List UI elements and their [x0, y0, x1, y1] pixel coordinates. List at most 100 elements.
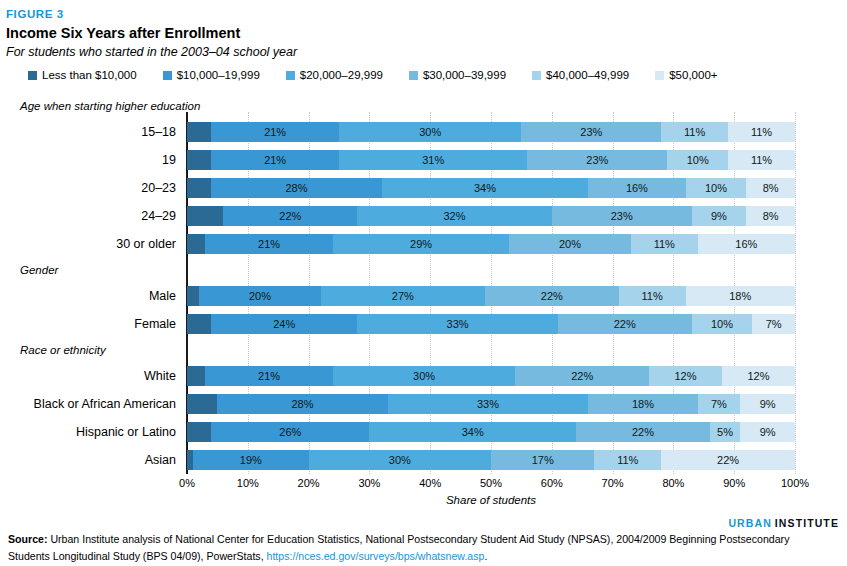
bar-segment: [187, 422, 211, 442]
bar-row: Asian 19%30%17%11%22%: [0, 446, 847, 474]
bar-segment: 22%: [576, 422, 710, 442]
bar-segment: 22%: [661, 450, 795, 470]
bar-segment: 16%: [588, 178, 685, 198]
bar-segment: 11%: [728, 122, 795, 142]
bar-segment: 34%: [369, 422, 576, 442]
legend-item: $50,000+: [655, 69, 717, 81]
bar-segment: 21%: [205, 234, 333, 254]
bar-row: 30 or older21%29%20%11%16%: [0, 230, 847, 258]
stacked-bar: 28%34%16%10%8%: [187, 178, 795, 198]
legend-swatch-icon: [163, 71, 172, 80]
logo-institute-text: INSTITUTE: [775, 517, 839, 529]
stacked-bar: 28%33%18%7%9%: [187, 394, 795, 414]
figure-number: FIGURE 3: [6, 8, 847, 20]
x-axis-tick-label: 70%: [602, 477, 624, 489]
legend-label: $20,000–29,999: [300, 69, 383, 81]
stacked-bar: 19%30%17%11%22%: [187, 450, 795, 470]
bar-segment: 34%: [382, 178, 589, 198]
legend-swatch-icon: [409, 71, 418, 80]
legend-swatch-icon: [532, 71, 541, 80]
x-axis-tick-label: 50%: [480, 477, 502, 489]
legend-item: $10,000–19,999: [163, 69, 260, 81]
x-axis-tick-label: 20%: [298, 477, 320, 489]
legend-swatch-icon: [655, 71, 664, 80]
bar-segment: [187, 234, 205, 254]
category-label: 20–23: [0, 181, 182, 195]
bar-segment: 23%: [527, 150, 667, 170]
bar-segment: 32%: [357, 206, 552, 226]
bar-segment: 23%: [521, 122, 661, 142]
bar-segment: 30%: [333, 366, 515, 386]
x-axis-tick-label: 80%: [662, 477, 684, 489]
x-axis-tick-label: 100%: [781, 477, 809, 489]
stacked-bar: 20%27%22%11%18%: [187, 286, 795, 306]
bar-segment: 10%: [692, 314, 753, 334]
bar-segment: 33%: [388, 394, 589, 414]
logo-urban-text: URBAN: [728, 517, 771, 529]
bar-segment: 28%: [217, 394, 387, 414]
bar-row: 15–1821%30%23%11%11%: [0, 118, 847, 146]
bar-segment: 7%: [698, 394, 741, 414]
source-link[interactable]: https://nces.ed.gov/surveys/bps/whatsnew…: [267, 550, 485, 562]
bar-segment: 26%: [211, 422, 369, 442]
category-label: White: [0, 369, 182, 383]
stacked-bar-chart: Age when starting higher education15–182…: [0, 94, 847, 506]
bar-segment: 7%: [752, 314, 795, 334]
bar-segment: 19%: [193, 450, 309, 470]
bar-segment: 18%: [588, 394, 697, 414]
bar-row: 1921%31%23%10%11%: [0, 146, 847, 174]
bar-segment: [187, 314, 211, 334]
bar-segment: 27%: [321, 286, 485, 306]
category-label: Asian: [0, 453, 182, 467]
legend-swatch-icon: [28, 71, 37, 80]
legend-label: $50,000+: [669, 69, 717, 81]
bar-segment: 11%: [728, 150, 795, 170]
bar-segment: 22%: [515, 366, 649, 386]
legend-item: Less than $10,000: [28, 69, 137, 81]
bar-segment: [187, 394, 217, 414]
x-axis-title: Share of students: [187, 494, 795, 506]
bar-segment: [187, 178, 211, 198]
bar-segment: [187, 206, 223, 226]
bar-segment: 30%: [339, 122, 521, 142]
category-label: Black or African American: [0, 397, 182, 411]
bar-row: Hispanic or Latino26%34%22%5%9%: [0, 418, 847, 446]
bar-row: 20–23 28%34%16%10%8%: [0, 174, 847, 202]
legend-label: $10,000–19,999: [177, 69, 260, 81]
bar-segment: [187, 150, 211, 170]
category-label: 15–18: [0, 125, 182, 139]
stacked-bar: 24%33%22%10%7%: [187, 314, 795, 334]
category-label: Male: [0, 289, 182, 303]
bar-segment: 30%: [309, 450, 491, 470]
bar-row: 24–2922%32%23%9%8%: [0, 202, 847, 230]
bar-segment: 23%: [552, 206, 692, 226]
category-label: 30 or older: [0, 237, 182, 251]
bar-segment: 21%: [211, 150, 339, 170]
bar-segment: 8%: [746, 178, 795, 198]
source-label: Source:: [8, 533, 47, 545]
bar-segment: 11%: [661, 122, 728, 142]
bar-segment: [187, 122, 211, 142]
bar-segment: 28%: [211, 178, 381, 198]
bar-segment: 22%: [485, 286, 619, 306]
bar-segment: 20%: [509, 234, 631, 254]
chart-legend: Less than $10,000 $10,000–19,999 $20,000–2…: [28, 69, 847, 81]
bar-segment: 18%: [686, 286, 795, 306]
section-label: Age when starting higher education: [0, 94, 847, 118]
x-axis-tick-label: 10%: [237, 477, 259, 489]
bar-row: Male 20%27%22%11%18%: [0, 282, 847, 310]
x-axis-tick-label: 90%: [723, 477, 745, 489]
bar-segment: 16%: [698, 234, 795, 254]
bar-segment: [187, 366, 205, 386]
bar-segment: 10%: [686, 178, 747, 198]
x-axis-tick-label: 30%: [358, 477, 380, 489]
x-axis-tick-label: 0%: [179, 477, 195, 489]
section-label: Race or ethnicity: [0, 338, 847, 362]
x-axis-tick-label: 40%: [419, 477, 441, 489]
bar-segment: 22%: [558, 314, 692, 334]
category-label: Hispanic or Latino: [0, 425, 182, 439]
bar-segment: 21%: [205, 366, 333, 386]
legend-item: $20,000–29,999: [286, 69, 383, 81]
category-label: Female: [0, 317, 182, 331]
source-period: .: [484, 550, 487, 562]
